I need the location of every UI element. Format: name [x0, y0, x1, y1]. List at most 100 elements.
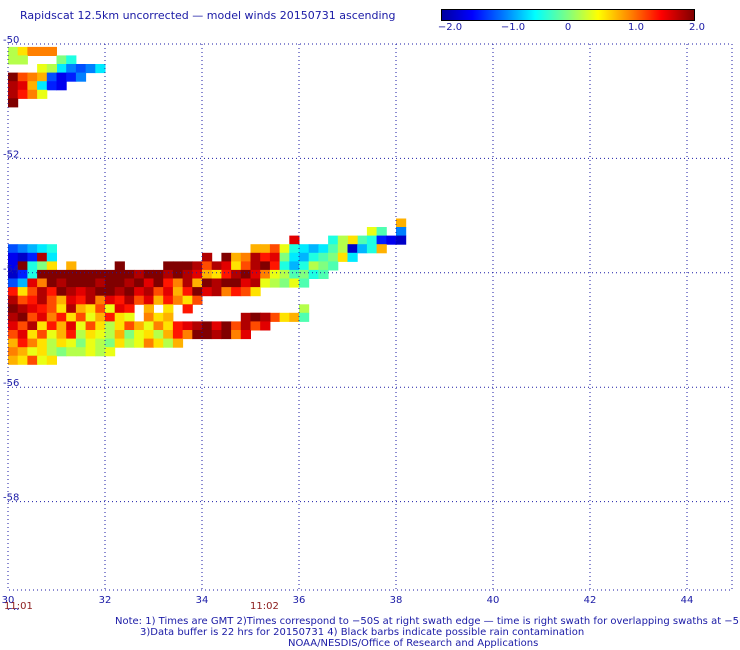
- wind-cell: [66, 72, 77, 82]
- note-line-3: NOAA/NESDIS/Office of Research and Appli…: [288, 638, 539, 649]
- lat-tick-label: -60: [3, 607, 19, 610]
- wind-cell: [143, 304, 154, 314]
- wind-cell: [114, 338, 125, 348]
- wind-cell: [56, 347, 67, 357]
- wind-cell: [240, 321, 251, 331]
- wind-cell: [75, 347, 87, 357]
- wind-cell: [376, 235, 387, 245]
- wind-cell: [163, 287, 174, 297]
- wind-cell: [221, 261, 232, 271]
- wind-cell: [75, 278, 87, 288]
- wind-cell: [66, 269, 77, 279]
- wind-cell: [134, 330, 145, 340]
- wind-cell: [95, 295, 106, 305]
- wind-cell: [85, 278, 96, 288]
- wind-cell: [328, 261, 339, 271]
- colorbar-tick: 1.0: [628, 22, 644, 33]
- wind-cell: [192, 330, 203, 340]
- swath-time-label: 11:01: [4, 601, 33, 610]
- wind-cell: [17, 330, 28, 340]
- wind-cell: [231, 321, 242, 331]
- wind-cell: [143, 269, 154, 279]
- wind-cell: [105, 330, 116, 340]
- wind-cell: [386, 235, 397, 245]
- wind-cell: [124, 304, 135, 314]
- wind-cell: [46, 46, 57, 56]
- wind-cell: [37, 338, 48, 348]
- lon-tick-label: 38: [390, 595, 403, 606]
- wind-cell: [134, 269, 145, 279]
- wind-cell: [56, 81, 67, 91]
- wind-cell: [192, 295, 203, 305]
- wind-cell: [250, 321, 261, 331]
- wind-cell: [269, 278, 281, 288]
- wind-cell: [347, 252, 358, 262]
- wind-cell: [85, 295, 96, 305]
- wind-cell: [299, 252, 310, 262]
- wind-cell: [396, 218, 407, 228]
- wind-cell: [240, 312, 251, 322]
- colorbar-tick: 2.0: [689, 22, 705, 33]
- colorbar-tick: 0: [564, 22, 572, 33]
- wind-cell: [153, 330, 164, 340]
- wind-cell: [279, 278, 290, 288]
- wind-cell: [46, 278, 57, 288]
- wind-cell: [95, 347, 106, 357]
- wind-cell: [8, 81, 19, 91]
- wind-cell: [231, 287, 242, 297]
- wind-cell: [105, 269, 116, 279]
- lat-tick-label: -56: [3, 378, 19, 389]
- wind-cell: [279, 269, 290, 279]
- wind-cell: [172, 261, 184, 271]
- wind-cell: [172, 338, 184, 348]
- wind-cell: [163, 295, 174, 305]
- wind-cell: [66, 261, 77, 271]
- wind-cell: [153, 287, 164, 297]
- wind-cell: [182, 269, 193, 279]
- wind-cell: [124, 278, 135, 288]
- wind-cell: [66, 330, 77, 340]
- lon-tick-label: 36: [293, 595, 306, 606]
- wind-cell: [153, 295, 164, 305]
- wind-cell: [260, 269, 271, 279]
- wind-cell: [299, 312, 310, 322]
- wind-cell: [366, 235, 378, 245]
- wind-cell: [37, 295, 48, 305]
- wind-cell: [17, 55, 28, 65]
- wind-cell: [240, 269, 251, 279]
- wind-cell: [250, 278, 261, 288]
- wind-cell: [299, 304, 310, 314]
- wind-cell: [56, 295, 67, 305]
- wind-cell: [231, 278, 242, 288]
- wind-cell: [172, 295, 184, 305]
- wind-cell: [172, 269, 184, 279]
- wind-cell: [46, 252, 57, 262]
- wind-cell: [269, 244, 281, 254]
- wind-cell: [182, 304, 193, 314]
- wind-cell: [27, 46, 38, 56]
- wind-cell: [289, 244, 300, 254]
- wind-cell: [114, 287, 125, 297]
- wind-cell: [75, 269, 87, 279]
- wind-cell: [17, 287, 28, 297]
- wind-cell: [182, 261, 193, 271]
- wind-cell: [269, 312, 281, 322]
- wind-cell: [27, 347, 38, 357]
- wind-cell: [8, 278, 19, 288]
- wind-cell: [269, 269, 281, 279]
- wind-cell: [37, 261, 48, 271]
- wind-cell: [357, 235, 368, 245]
- plot-title: Rapidscat 12.5km uncorrected — model win…: [20, 9, 396, 22]
- wind-cell: [221, 287, 232, 297]
- wind-cell: [8, 355, 19, 365]
- wind-cell: [37, 252, 48, 262]
- wind-cell: [202, 321, 213, 331]
- lon-tick-label: 32: [99, 595, 112, 606]
- wind-cell: [27, 338, 38, 348]
- wind-cell: [124, 330, 135, 340]
- wind-cell: [299, 244, 310, 254]
- wind-cell: [17, 46, 28, 56]
- wind-cell: [396, 227, 407, 237]
- wind-cell: [95, 338, 106, 348]
- wind-cell: [66, 304, 77, 314]
